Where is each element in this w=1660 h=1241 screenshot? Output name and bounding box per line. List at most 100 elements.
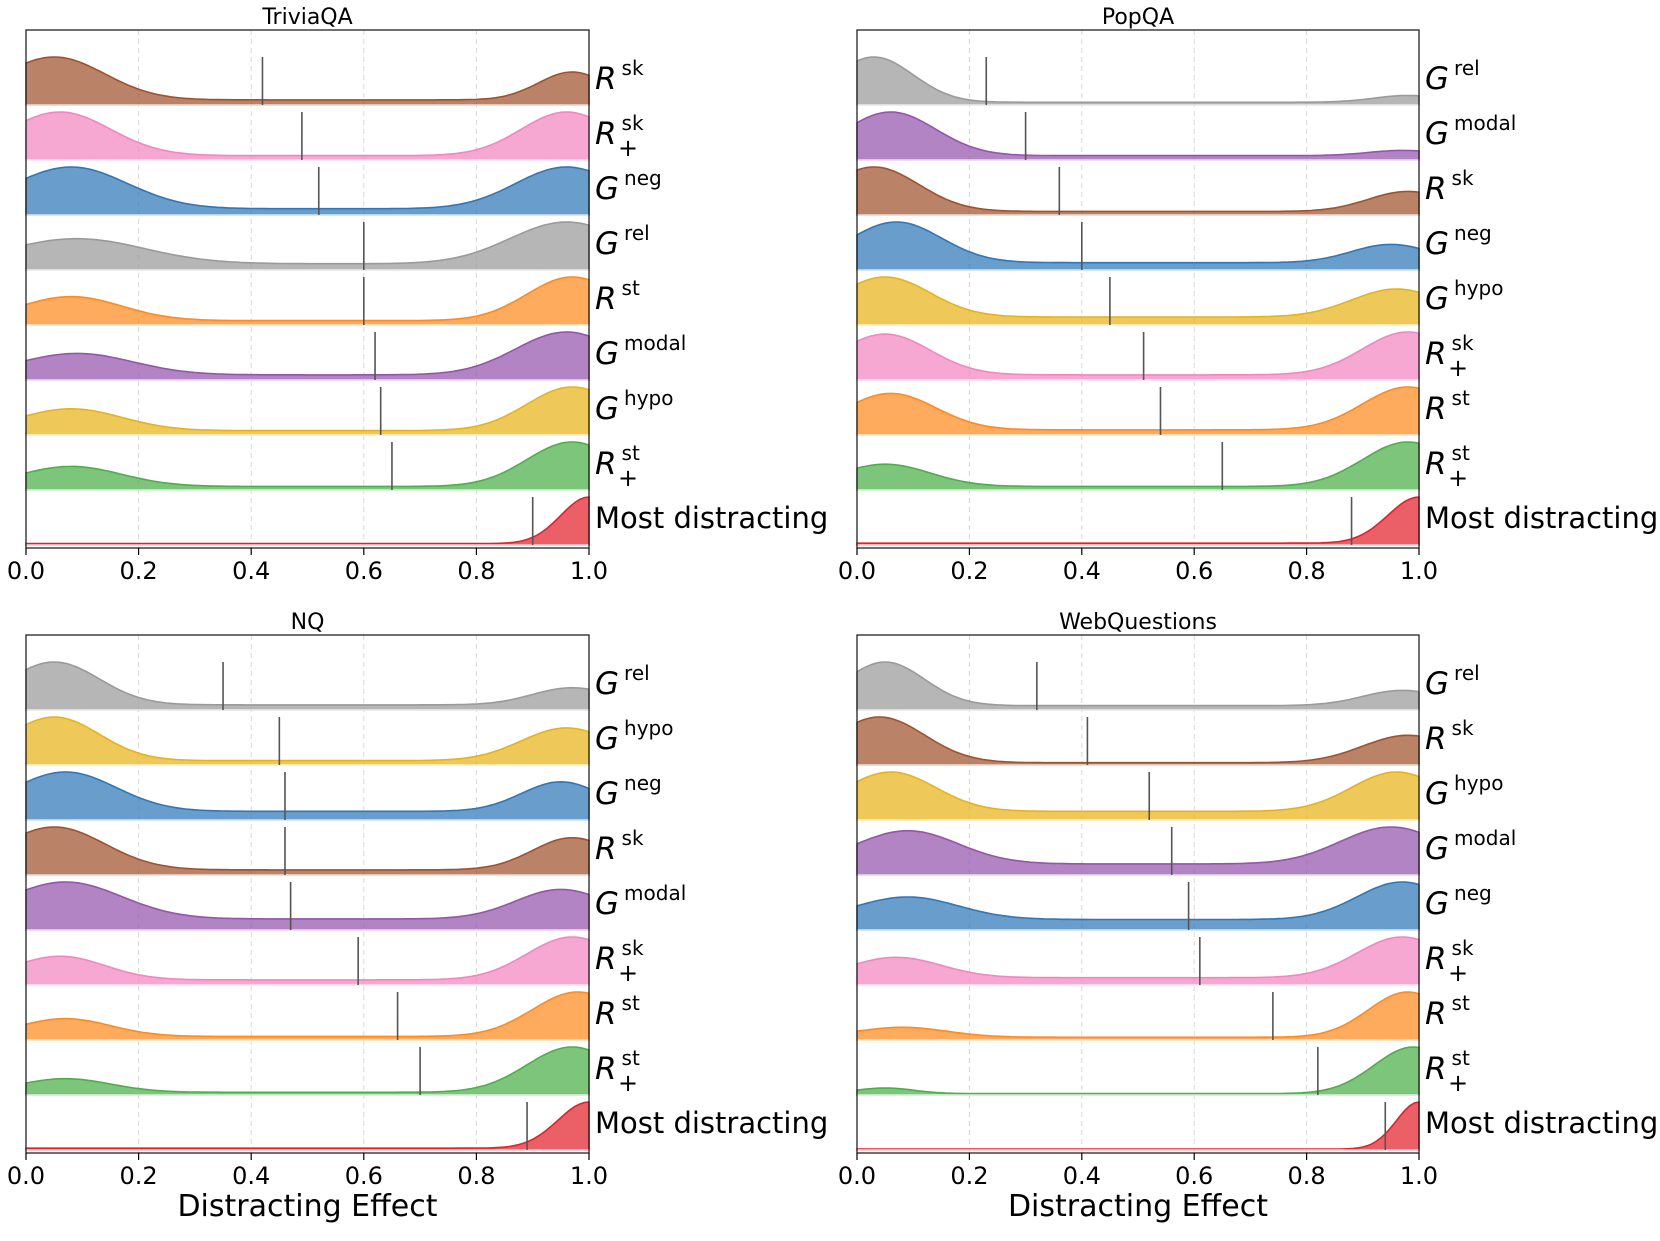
x-tick-label: 0.4 bbox=[232, 1162, 270, 1190]
row-label-sub-Rsk+: + bbox=[1448, 959, 1468, 987]
density-area-Rst bbox=[856, 386, 1420, 436]
density-area-Rsk+ bbox=[856, 936, 1420, 986]
row-label-sub-Rst+: + bbox=[1448, 1069, 1468, 1097]
ridge-Most: Most distracting bbox=[856, 1101, 1658, 1151]
x-tick-label: 0.0 bbox=[838, 1162, 876, 1190]
row-label-most-distracting: Most distracting bbox=[595, 1106, 828, 1140]
row-label-sub-Rst+: + bbox=[1448, 464, 1468, 492]
axes-frame bbox=[25, 29, 590, 549]
ridge-Most: Most distracting bbox=[856, 496, 1658, 546]
x-axis-label: Distracting Effect bbox=[177, 1189, 437, 1224]
density-area-Rsk+ bbox=[856, 331, 1420, 381]
panel-title: NQ bbox=[291, 610, 325, 635]
x-tick-label: 0.2 bbox=[950, 557, 988, 585]
x-tick-label: 0.0 bbox=[838, 557, 876, 585]
x-tick-label: 0.6 bbox=[345, 1162, 383, 1190]
row-label-sub-Rst+: + bbox=[618, 464, 638, 492]
density-area-Ghypo bbox=[856, 276, 1420, 326]
x-tick-label: 0.6 bbox=[1175, 557, 1213, 585]
axes-frame bbox=[856, 29, 1420, 549]
density-area-Ghypo bbox=[856, 771, 1420, 821]
x-tick-label: 0.2 bbox=[120, 1162, 158, 1190]
x-tick-label: 0.8 bbox=[1288, 1162, 1326, 1190]
x-tick-label: 0.0 bbox=[7, 557, 45, 585]
density-area-Gneg bbox=[856, 881, 1420, 931]
x-tick-label: 1.0 bbox=[570, 1162, 608, 1190]
ridge-Most: Most distracting bbox=[25, 1101, 828, 1151]
density-area-Rsk bbox=[856, 166, 1420, 216]
panel-title: TriviaQA bbox=[261, 5, 352, 30]
density-area-Most bbox=[856, 496, 1420, 546]
x-axis-label: Distracting Effect bbox=[1008, 1189, 1268, 1224]
density-area-Grel bbox=[856, 56, 1420, 106]
row-label-most-distracting: Most distracting bbox=[1425, 501, 1658, 535]
x-tick-label: 0.8 bbox=[457, 1162, 495, 1190]
density-area-Rsk+ bbox=[25, 111, 590, 161]
x-tick-label: 1.0 bbox=[1400, 1162, 1438, 1190]
density-area-Gmodal bbox=[25, 331, 590, 381]
density-area-Rst+ bbox=[856, 1046, 1420, 1096]
density-area-Gneg bbox=[25, 771, 590, 821]
ridge-Most: Most distracting bbox=[25, 496, 828, 546]
row-label-most-distracting: Most distracting bbox=[595, 501, 828, 535]
density-area-Rsk bbox=[25, 826, 590, 876]
density-area-Grel bbox=[25, 661, 590, 711]
x-tick-label: 1.0 bbox=[570, 557, 608, 585]
density-area-Rst+ bbox=[25, 441, 590, 491]
x-tick-label: 0.0 bbox=[7, 1162, 45, 1190]
density-area-Gmodal bbox=[856, 826, 1420, 876]
row-label-sub-Rsk+: + bbox=[618, 134, 638, 162]
row-label-most-distracting: Most distracting bbox=[1425, 1106, 1658, 1140]
density-area-Gneg bbox=[25, 166, 590, 216]
x-tick-label: 0.2 bbox=[950, 1162, 988, 1190]
density-area-Gmodal bbox=[856, 111, 1420, 161]
density-area-Most bbox=[856, 1101, 1420, 1151]
density-area-Rst bbox=[856, 991, 1420, 1041]
x-tick-label: 0.2 bbox=[120, 557, 158, 585]
density-area-Gneg bbox=[856, 221, 1420, 271]
